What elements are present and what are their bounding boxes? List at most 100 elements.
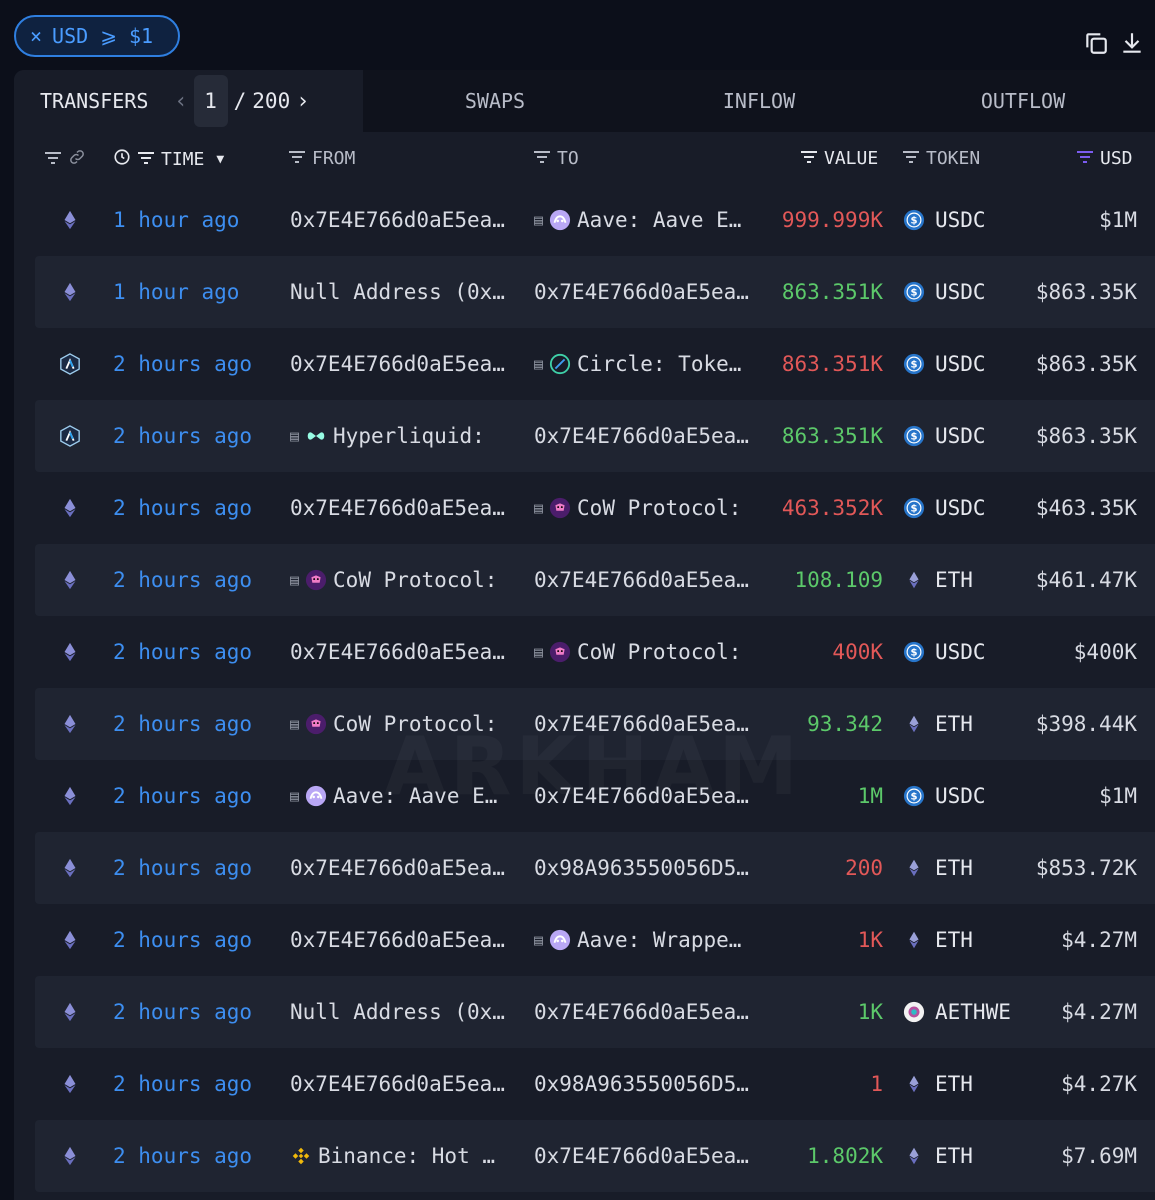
table-row[interactable]: 1 hour ago 0x7E4E766d0aE5ea… ▤ Aave: Aave E…: [14, 184, 1155, 256]
tab-transfers[interactable]: TRANSFERS ‹ 1 / 200 ›: [14, 70, 363, 132]
header-to[interactable]: TO: [533, 148, 579, 169]
caret-down-icon[interactable]: ▼: [216, 152, 225, 167]
token-cell[interactable]: AETHWE: [903, 1000, 1011, 1024]
chevron-left-icon[interactable]: ‹: [174, 88, 188, 114]
filter-icon[interactable]: [1076, 148, 1094, 169]
token-cell[interactable]: $ USDC: [903, 280, 986, 304]
table-row[interactable]: 2 hours ago 0x7E4E766d0aE5ea… ▤ CoW Protoco…: [14, 616, 1155, 688]
to-cell[interactable]: ▤ CoW Protocol:: [534, 496, 741, 520]
time-cell[interactable]: 2 hours ago: [113, 640, 253, 664]
to-cell[interactable]: 0x98A963550056D5…: [534, 856, 749, 880]
to-cell[interactable]: 0x7E4E766d0aE5ea…: [534, 784, 749, 808]
filter-icon[interactable]: [44, 149, 62, 170]
page-current[interactable]: 1: [193, 75, 228, 127]
token-cell[interactable]: ETH: [903, 1144, 973, 1168]
token-cell[interactable]: ETH: [903, 568, 973, 592]
table-row[interactable]: 2 hours ago 0x7E4E766d0aE5ea… 0x98A9635500…: [14, 1048, 1155, 1120]
time-cell[interactable]: 1 hour ago: [113, 280, 240, 304]
header-from[interactable]: FROM: [288, 148, 355, 169]
table-row[interactable]: 2 hours ago Binance: Hot … 0x7E4E766d0aE5e…: [14, 1120, 1155, 1192]
filter-icon[interactable]: [288, 148, 306, 169]
token-cell[interactable]: $ USDC: [903, 496, 986, 520]
time-cell[interactable]: 2 hours ago: [113, 784, 253, 808]
tab-outflow[interactable]: OUTFLOW: [891, 70, 1155, 132]
tab-swaps[interactable]: SWAPS: [363, 70, 627, 132]
from-cell[interactable]: ▤ CoW Protocol:: [290, 568, 497, 592]
to-cell[interactable]: ▤ Circle: Toke…: [534, 352, 741, 376]
to-cell[interactable]: 0x7E4E766d0aE5ea…: [534, 568, 749, 592]
token-cell[interactable]: $ USDC: [903, 784, 986, 808]
ethereum-icon: [59, 497, 81, 519]
from-cell[interactable]: ▤ Hyperliquid:: [290, 424, 485, 448]
filter-icon[interactable]: [533, 148, 551, 169]
usd-filter-chip[interactable]: × USD ⩾ $1: [14, 15, 180, 57]
value-cell: 1: [870, 1072, 883, 1096]
time-cell[interactable]: 2 hours ago: [113, 712, 253, 736]
download-icon[interactable]: [1119, 30, 1145, 60]
from-cell[interactable]: 0x7E4E766d0aE5ea…: [290, 208, 505, 232]
from-cell[interactable]: 0x7E4E766d0aE5ea…: [290, 640, 505, 664]
header-usd[interactable]: USD: [1076, 148, 1133, 169]
copy-icon[interactable]: [1083, 30, 1109, 60]
from-cell[interactable]: Binance: Hot …: [290, 1144, 495, 1168]
table-row[interactable]: 2 hours ago 0x7E4E766d0aE5ea… ▤ Aave: Wrapp…: [14, 904, 1155, 976]
token-cell[interactable]: ETH: [903, 712, 973, 736]
token-cell[interactable]: $ USDC: [903, 640, 986, 664]
link-icon[interactable]: [68, 148, 86, 171]
header-time[interactable]: TIME ▼: [113, 148, 224, 171]
token-cell[interactable]: ETH: [903, 1072, 973, 1096]
time-cell[interactable]: 2 hours ago: [113, 424, 253, 448]
table-row[interactable]: 2 hours ago 0x7E4E766d0aE5ea… 0x98A9635500…: [14, 832, 1155, 904]
from-cell[interactable]: 0x7E4E766d0aE5ea…: [290, 352, 505, 376]
table-row[interactable]: 2 hours ago ▤ CoW Protocol: 0x7E4E766d0aE5e…: [14, 544, 1155, 616]
time-cell[interactable]: 2 hours ago: [113, 568, 253, 592]
table-row[interactable]: 1 hour ago Null Address (0x… 0x7E4E766d0aE…: [14, 256, 1155, 328]
table-row[interactable]: 2 hours ago 0x7E4E766d0aE5ea… ▤ CoW Protoco…: [14, 472, 1155, 544]
to-cell[interactable]: 0x7E4E766d0aE5ea…: [534, 712, 749, 736]
token-cell[interactable]: ETH: [903, 928, 973, 952]
table-row[interactable]: 2 hours ago ▤ CoW Protocol: 0x7E4E766d0aE5e…: [14, 688, 1155, 760]
value-cell: 400K: [832, 640, 883, 664]
time-cell[interactable]: 2 hours ago: [113, 496, 253, 520]
time-cell[interactable]: 1 hour ago: [113, 208, 240, 232]
time-cell[interactable]: 2 hours ago: [113, 1144, 253, 1168]
to-cell[interactable]: 0x7E4E766d0aE5ea…: [534, 1144, 749, 1168]
table-row[interactable]: 2 hours ago Null Address (0x… 0x7E4E766d0a…: [14, 976, 1155, 1048]
from-cell[interactable]: Null Address (0x…: [290, 280, 505, 304]
tab-inflow[interactable]: INFLOW: [627, 70, 891, 132]
usd-cell: $461.47K: [1035, 568, 1137, 592]
token-cell[interactable]: ETH: [903, 856, 973, 880]
to-cell[interactable]: 0x98A963550056D5…: [534, 1072, 749, 1096]
to-cell[interactable]: 0x7E4E766d0aE5ea…: [534, 1000, 749, 1024]
time-cell[interactable]: 2 hours ago: [113, 856, 253, 880]
to-cell[interactable]: ▤ CoW Protocol:: [534, 640, 741, 664]
token-cell[interactable]: $ USDC: [903, 424, 986, 448]
header-value[interactable]: VALUE: [800, 148, 878, 169]
from-cell[interactable]: ▤ Aave: Aave E…: [290, 784, 497, 808]
token-cell[interactable]: $ USDC: [903, 208, 986, 232]
token-cell[interactable]: $ USDC: [903, 352, 986, 376]
from-cell[interactable]: 0x7E4E766d0aE5ea…: [290, 1072, 505, 1096]
to-cell[interactable]: ▤ Aave: Aave E…: [534, 208, 741, 232]
to-cell[interactable]: ▤ Aave: Wrappe…: [534, 928, 741, 952]
from-cell[interactable]: 0x7E4E766d0aE5ea…: [290, 928, 505, 952]
from-cell[interactable]: 0x7E4E766d0aE5ea…: [290, 856, 505, 880]
close-icon[interactable]: ×: [30, 24, 43, 48]
filter-icon[interactable]: [902, 148, 920, 169]
from-cell[interactable]: Null Address (0x…: [290, 1000, 505, 1024]
to-cell[interactable]: 0x7E4E766d0aE5ea…: [534, 280, 749, 304]
table-row[interactable]: 2 hours ago ▤ Hyperliquid: 0x7E4E766d0aE5ea…: [14, 400, 1155, 472]
from-cell[interactable]: 0x7E4E766d0aE5ea…: [290, 496, 505, 520]
time-cell[interactable]: 2 hours ago: [113, 1072, 253, 1096]
time-cell[interactable]: 2 hours ago: [113, 1000, 253, 1024]
to-cell[interactable]: 0x7E4E766d0aE5ea…: [534, 424, 749, 448]
filter-icon[interactable]: [800, 148, 818, 169]
time-cell[interactable]: 2 hours ago: [113, 352, 253, 376]
header-token[interactable]: TOKEN: [902, 148, 980, 169]
table-row[interactable]: 2 hours ago ▤ Aave: Aave E… 0x7E4E766d0aE5e…: [14, 760, 1155, 832]
from-cell[interactable]: ▤ CoW Protocol:: [290, 712, 497, 736]
chevron-right-icon[interactable]: ›: [296, 88, 310, 114]
filter-icon[interactable]: [137, 149, 155, 170]
table-row[interactable]: 2 hours ago 0x7E4E766d0aE5ea… ▤ Circle: Tok…: [14, 328, 1155, 400]
time-cell[interactable]: 2 hours ago: [113, 928, 253, 952]
